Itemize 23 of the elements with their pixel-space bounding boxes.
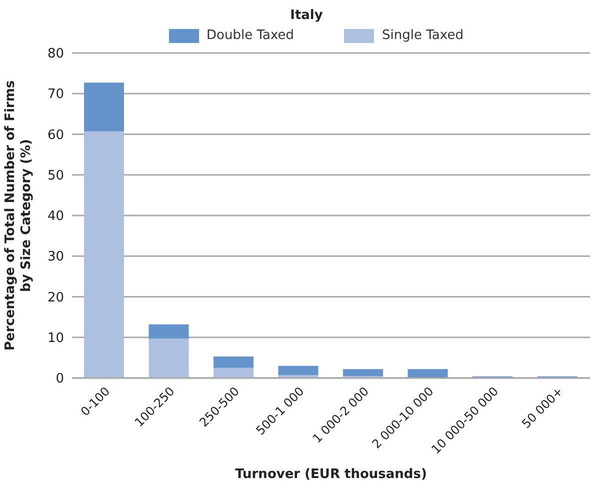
y-tick-label: 10 (47, 330, 64, 346)
bar (148, 324, 189, 339)
y-tick-label: 20 (47, 290, 64, 306)
y-tick-label: 30 (47, 250, 64, 265)
legend-label: Double Taxed (206, 28, 294, 43)
chart-title: Italy (289, 7, 324, 23)
y-axis-title: Percentage of Total Number of Firms by Size Category (%) (3, 80, 34, 351)
bar (343, 369, 383, 376)
bar (84, 131, 124, 378)
y-tick-label: 70 (47, 87, 64, 102)
bar (214, 368, 254, 378)
y-tick-label: 0 (56, 372, 64, 387)
bar (408, 369, 448, 378)
y-tick-label: 50 (47, 168, 64, 184)
legend-label: Single Taxed (381, 28, 464, 43)
y-tick-label: 60 (47, 128, 64, 143)
bar (278, 366, 318, 376)
y-tick-label: 40 (47, 209, 64, 224)
bar (214, 356, 254, 368)
bar (148, 338, 189, 378)
x-axis-title: Turnover (EUR thousands) (235, 467, 427, 482)
bar (84, 82, 124, 132)
y-tick-label: 80 (47, 46, 64, 62)
